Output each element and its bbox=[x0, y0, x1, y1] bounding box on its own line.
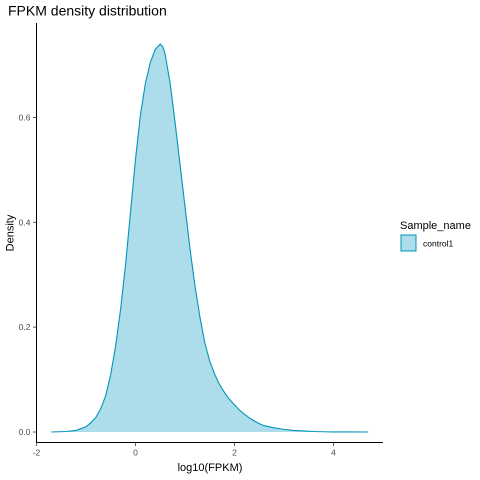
x-tick-label: 4 bbox=[331, 448, 336, 458]
y-tick-label: 0.2 bbox=[19, 322, 31, 332]
x-axis-ticks: -2 0 2 4 bbox=[33, 442, 336, 458]
legend: Sample_name control1 bbox=[400, 220, 471, 252]
x-axis-title: log10(FPKM) bbox=[178, 462, 243, 474]
plot-area bbox=[51, 43, 369, 433]
x-tick-label: -2 bbox=[33, 448, 41, 458]
density-area-control1 bbox=[51, 43, 369, 433]
y-tick-label: 0.6 bbox=[19, 112, 31, 122]
x-tick-label: 0 bbox=[133, 448, 138, 458]
chart-title: FPKM density distribution bbox=[8, 3, 167, 19]
y-tick-label: 0.0 bbox=[19, 427, 31, 437]
legend-title: Sample_name bbox=[400, 220, 471, 232]
y-axis-ticks: 0.0 0.2 0.4 0.6 bbox=[19, 112, 37, 437]
y-tick-label: 0.4 bbox=[19, 217, 31, 227]
x-tick-label: 2 bbox=[232, 448, 237, 458]
legend-key-control1 bbox=[400, 234, 417, 252]
y-axis-title: Density bbox=[5, 214, 17, 251]
density-line-control1 bbox=[51, 43, 369, 433]
legend-label-control1: control1 bbox=[423, 239, 454, 249]
